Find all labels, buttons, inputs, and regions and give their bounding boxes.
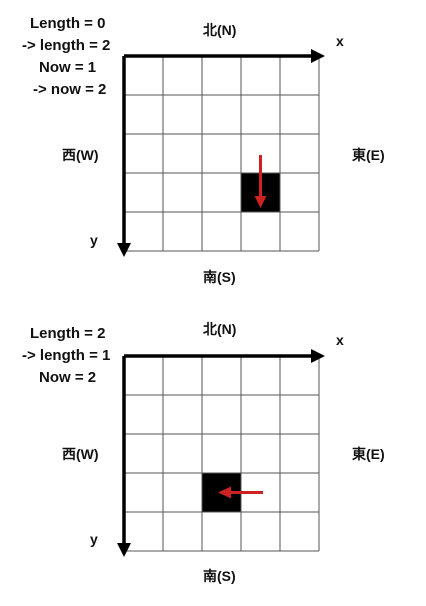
north-label: 北(N) (203, 321, 237, 337)
diagram-panel-2: Length = 2 -> length = 1 Now = 2 北(N) 南(… (0, 300, 426, 600)
north-label: 北(N) (203, 22, 237, 38)
south-label: 南(S) (203, 568, 236, 584)
note-line-3: Now = 2 (39, 369, 97, 386)
note-line-2: -> length = 1 (22, 347, 111, 364)
note-line-3: Now = 1 (39, 59, 97, 76)
direction-arrow-head (254, 196, 267, 208)
west-label: 西(W) (62, 147, 99, 163)
direction-arrow-head (218, 486, 231, 499)
note-line-1: Length = 0 (30, 15, 106, 32)
west-label: 西(W) (62, 446, 99, 462)
x-axis-label: x (336, 33, 344, 49)
east-label: 東(E) (352, 147, 385, 163)
note-line-4: -> now = 2 (33, 81, 107, 98)
y-axis-label: y (90, 232, 98, 248)
x-axis-arrowhead (311, 49, 325, 63)
grid-diagram-2 (117, 349, 325, 557)
note-line-2: -> length = 2 (22, 37, 111, 54)
y-axis-arrowhead (117, 243, 131, 257)
y-axis-arrowhead (117, 543, 131, 557)
y-axis-label: y (90, 531, 98, 547)
note-line-1: Length = 2 (30, 325, 106, 342)
diagram-panel-1: Length = 0 -> length = 2 Now = 1 -> now … (0, 0, 426, 300)
x-axis-label: x (336, 332, 344, 348)
x-axis-arrowhead (311, 349, 325, 363)
south-label: 南(S) (203, 269, 236, 285)
east-label: 東(E) (352, 446, 385, 462)
grid-diagram-1 (117, 49, 325, 257)
